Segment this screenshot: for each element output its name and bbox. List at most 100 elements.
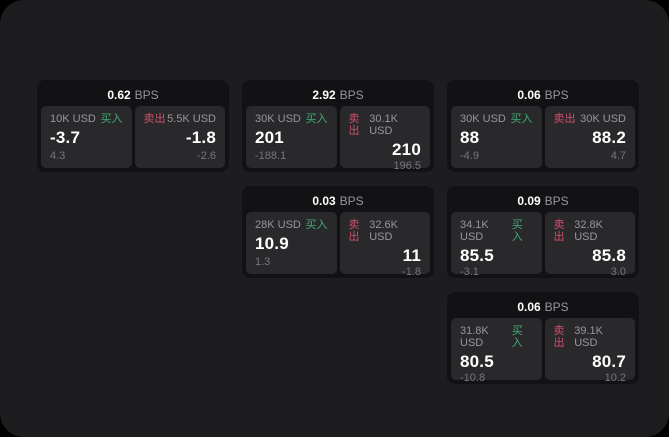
bps-value: 0.06 bbox=[517, 300, 541, 314]
buy-quote-tile[interactable]: 30K USD 买入 201 -188.1 bbox=[246, 106, 337, 168]
sell-price: 80.7 bbox=[592, 352, 626, 371]
buy-quote-tile[interactable]: 30K USD 买入 88 -4.9 bbox=[451, 106, 542, 168]
quote-card-body: 34.1K USD 买入 85.5 -3.1 卖出 32.8K USD 85.8… bbox=[451, 212, 635, 278]
bps-value: 2.92 bbox=[312, 88, 336, 102]
quote-bps-header: 2.92 BPS bbox=[246, 84, 430, 106]
buy-amount: 30K USD bbox=[460, 113, 506, 125]
bps-unit-label: BPS bbox=[134, 88, 159, 102]
sell-price: -1.8 bbox=[185, 128, 216, 147]
quotes-grid: 0.62 BPS 10K USD 买入 -3.7 4.3 卖出 5.5K USD… bbox=[37, 80, 639, 384]
sell-quote-tile[interactable]: 卖出 32.8K USD 85.8 3.0 bbox=[544, 212, 635, 278]
sell-tag: 卖出 bbox=[553, 219, 565, 243]
quote-bps-header: 0.06 BPS bbox=[451, 296, 635, 318]
quote-card: 0.06 BPS 31.8K USD 买入 80.5 -10.8 卖出 39.1… bbox=[447, 292, 639, 384]
quote-card: 0.03 BPS 28K USD 买入 10.9 1.3 卖出 32.6K US… bbox=[242, 186, 434, 278]
sell-tag: 卖出 bbox=[553, 325, 565, 349]
buy-price: 10.9 bbox=[255, 234, 289, 253]
quote-card-body: 28K USD 买入 10.9 1.3 卖出 32.6K USD 11 -1.8 bbox=[246, 212, 430, 278]
quote-card: 2.92 BPS 30K USD 买入 201 -188.1 卖出 30.1K … bbox=[242, 80, 434, 172]
buy-price: -3.7 bbox=[50, 128, 81, 147]
buy-tag: 买入 bbox=[305, 113, 328, 125]
sell-quote-tile[interactable]: 卖出 30.1K USD 210 196.5 bbox=[339, 106, 430, 172]
sell-amount: 32.8K USD bbox=[574, 219, 603, 243]
sell-sub-value: 10.2 bbox=[604, 372, 626, 384]
quote-card-body: 30K USD 买入 88 -4.9 卖出 30K USD 88.2 4.7 bbox=[451, 106, 635, 168]
buy-tag: 买入 bbox=[305, 219, 328, 231]
quotes-column-2: 2.92 BPS 30K USD 买入 201 -188.1 卖出 30.1K … bbox=[242, 80, 434, 278]
sell-tag: 卖出 bbox=[348, 219, 360, 243]
bps-unit-label: BPS bbox=[544, 194, 569, 208]
sell-price: 85.8 bbox=[592, 246, 626, 265]
sell-tile-top-row: 卖出 30.1K USD bbox=[349, 113, 422, 137]
bps-unit-label: BPS bbox=[544, 88, 569, 102]
sell-quote-tile[interactable]: 卖出 39.1K USD 80.7 10.2 bbox=[544, 318, 635, 384]
buy-quote-tile[interactable]: 31.8K USD 买入 80.5 -10.8 bbox=[451, 318, 542, 384]
buy-sub-value: 1.3 bbox=[255, 256, 271, 268]
buy-price: 88 bbox=[460, 128, 480, 147]
sell-tile-top-row: 卖出 32.8K USD bbox=[554, 219, 627, 243]
quote-bps-header: 0.62 BPS bbox=[41, 84, 225, 106]
sell-amount: 5.5K USD bbox=[167, 113, 216, 125]
buy-tile-top-row: 10K USD 买入 bbox=[50, 113, 123, 125]
sell-tag: 卖出 bbox=[553, 113, 576, 125]
buy-amount: 31.8K USD bbox=[460, 325, 489, 349]
buy-tile-top-row: 31.8K USD 买入 bbox=[460, 325, 533, 349]
quote-card: 0.09 BPS 34.1K USD 买入 85.5 -3.1 卖出 32.8K… bbox=[447, 186, 639, 278]
sell-price: 210 bbox=[392, 140, 421, 159]
buy-price: 80.5 bbox=[460, 352, 494, 371]
bps-unit-label: BPS bbox=[544, 300, 569, 314]
bps-value: 0.06 bbox=[517, 88, 541, 102]
sell-quote-tile[interactable]: 卖出 30K USD 88.2 4.7 bbox=[544, 106, 635, 168]
buy-amount: 30K USD bbox=[255, 113, 301, 125]
sell-tag: 卖出 bbox=[143, 113, 166, 125]
quote-bps-header: 0.03 BPS bbox=[246, 190, 430, 212]
bps-unit-label: BPS bbox=[339, 88, 364, 102]
buy-sub-value: -10.8 bbox=[460, 372, 486, 384]
buy-tag: 买入 bbox=[511, 219, 523, 243]
buy-amount: 34.1K USD bbox=[460, 219, 489, 243]
sell-sub-value: -1.8 bbox=[402, 266, 421, 278]
buy-price: 85.5 bbox=[460, 246, 494, 265]
buy-quote-tile[interactable]: 10K USD 买入 -3.7 4.3 bbox=[41, 106, 132, 168]
sell-amount: 32.6K USD bbox=[369, 219, 398, 243]
sell-tile-top-row: 卖出 39.1K USD bbox=[554, 325, 627, 349]
sell-quote-tile[interactable]: 卖出 32.6K USD 11 -1.8 bbox=[339, 212, 430, 278]
buy-sub-value: -3.1 bbox=[460, 266, 479, 278]
quote-card-body: 30K USD 买入 201 -188.1 卖出 30.1K USD 210 1… bbox=[246, 106, 430, 172]
bps-value: 0.62 bbox=[107, 88, 131, 102]
buy-tag: 买入 bbox=[511, 325, 523, 349]
quote-card-body: 31.8K USD 买入 80.5 -10.8 卖出 39.1K USD 80.… bbox=[451, 318, 635, 384]
sell-tag: 卖出 bbox=[348, 113, 360, 137]
sell-tile-top-row: 卖出 32.6K USD bbox=[349, 219, 422, 243]
sell-price: 11 bbox=[402, 246, 421, 265]
bps-value: 0.03 bbox=[312, 194, 336, 208]
quote-bps-header: 0.06 BPS bbox=[451, 84, 635, 106]
bps-value: 0.09 bbox=[517, 194, 541, 208]
sell-amount: 30.1K USD bbox=[369, 113, 398, 137]
buy-sub-value: -4.9 bbox=[460, 150, 479, 162]
buy-tile-top-row: 28K USD 买入 bbox=[255, 219, 328, 231]
sell-price: 88.2 bbox=[592, 128, 626, 147]
quote-card-body: 10K USD 买入 -3.7 4.3 卖出 5.5K USD -1.8 -2.… bbox=[41, 106, 225, 168]
quotes-column-1: 0.62 BPS 10K USD 买入 -3.7 4.3 卖出 5.5K USD… bbox=[37, 80, 229, 172]
sell-tile-top-row: 卖出 5.5K USD bbox=[144, 113, 217, 125]
quote-bps-header: 0.09 BPS bbox=[451, 190, 635, 212]
buy-quote-tile[interactable]: 28K USD 买入 10.9 1.3 bbox=[246, 212, 337, 274]
sell-quote-tile[interactable]: 卖出 5.5K USD -1.8 -2.6 bbox=[134, 106, 225, 168]
sell-amount: 30K USD bbox=[580, 113, 626, 125]
sell-sub-value: -2.6 bbox=[197, 150, 216, 162]
quote-card: 0.62 BPS 10K USD 买入 -3.7 4.3 卖出 5.5K USD… bbox=[37, 80, 229, 172]
buy-sub-value: -188.1 bbox=[255, 150, 287, 162]
buy-tile-top-row: 30K USD 买入 bbox=[460, 113, 533, 125]
quotes-column-3: 0.06 BPS 30K USD 买入 88 -4.9 卖出 30K USD 8… bbox=[447, 80, 639, 384]
buy-sub-value: 4.3 bbox=[50, 150, 66, 162]
sell-sub-value: 3.0 bbox=[610, 266, 626, 278]
sell-tile-top-row: 卖出 30K USD bbox=[554, 113, 627, 125]
buy-amount: 28K USD bbox=[255, 219, 301, 231]
buy-tag: 买入 bbox=[510, 113, 533, 125]
buy-quote-tile[interactable]: 34.1K USD 买入 85.5 -3.1 bbox=[451, 212, 542, 278]
quote-card: 0.06 BPS 30K USD 买入 88 -4.9 卖出 30K USD 8… bbox=[447, 80, 639, 172]
buy-tile-top-row: 30K USD 买入 bbox=[255, 113, 328, 125]
